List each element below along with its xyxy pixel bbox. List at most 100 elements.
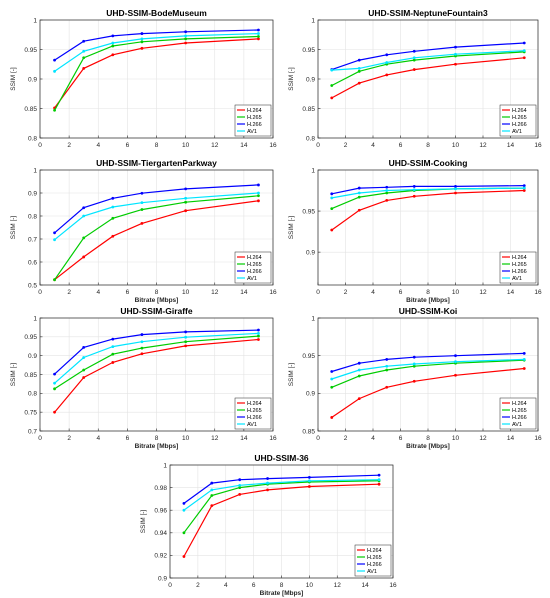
data-point — [522, 56, 526, 60]
y-tick-label: 1 — [33, 315, 37, 322]
data-point — [412, 49, 416, 53]
y-tick-label: 1 — [311, 315, 315, 322]
legend-label: AV1 — [512, 422, 522, 428]
data-point — [53, 69, 56, 73]
data-point — [140, 352, 144, 356]
series-line-h.264 — [331, 189, 525, 231]
y-tick-label: 0.5 — [28, 282, 37, 289]
series-line-av1 — [54, 33, 259, 72]
x-tick-label: 16 — [534, 435, 542, 442]
data-point — [330, 377, 334, 381]
data-point — [257, 37, 260, 41]
x-tick-label: 2 — [344, 142, 348, 149]
data-point — [82, 345, 86, 349]
y-axis-label: SSIM [-] — [10, 216, 17, 240]
data-point — [184, 37, 188, 41]
x-tick-label: 8 — [155, 435, 159, 442]
data-point — [111, 352, 115, 356]
x-tick-label: 2 — [196, 582, 200, 589]
data-point — [454, 354, 457, 358]
data-point — [412, 362, 416, 366]
legend-label: H.266 — [247, 122, 262, 128]
x-tick-label: 10 — [306, 582, 314, 589]
series-line-av1 — [331, 187, 525, 199]
legend-label: H.264 — [512, 108, 527, 114]
data-point — [385, 358, 389, 361]
data-point — [184, 344, 188, 348]
data-point — [210, 481, 214, 485]
y-axis-label: SSIM [-] — [10, 67, 17, 91]
x-tick-label: 12 — [211, 289, 219, 296]
x-tick-label: 2 — [67, 289, 71, 296]
x-tick-label: 16 — [269, 435, 277, 442]
data-point — [257, 334, 260, 338]
y-axis-label: SSIM [-] — [288, 363, 295, 387]
data-point — [111, 234, 115, 238]
data-point — [412, 188, 416, 192]
legend-label: H.266 — [247, 415, 262, 421]
data-point — [330, 84, 334, 87]
data-point — [454, 45, 457, 49]
data-point — [184, 187, 188, 191]
y-tick-label: 0.9 — [306, 76, 315, 83]
series-line-h.266 — [54, 184, 259, 234]
x-tick-label: 6 — [399, 142, 403, 149]
legend-label: H.265 — [247, 408, 262, 414]
legend-label: H.266 — [512, 269, 527, 275]
x-tick-label: 6 — [126, 142, 130, 149]
data-point — [210, 504, 214, 508]
y-tick-label: 0.9 — [306, 249, 315, 256]
data-point — [53, 108, 56, 112]
x-axis-label: Bitrate [Mbps] — [135, 297, 179, 304]
data-point — [385, 73, 389, 77]
data-point — [522, 189, 526, 192]
legend-label: H.266 — [512, 122, 527, 128]
data-point — [412, 58, 416, 62]
data-point — [182, 502, 186, 505]
series-line-av1 — [54, 192, 259, 241]
series-line-h.265 — [331, 51, 525, 87]
x-tick-label: 14 — [240, 289, 248, 296]
x-tick-label: 16 — [269, 289, 277, 296]
legend-label: H.264 — [512, 255, 527, 261]
data-point — [82, 66, 86, 70]
data-point — [385, 368, 389, 372]
data-point — [330, 416, 334, 419]
data-point — [257, 35, 260, 38]
chart-title: UHD-SSIM-TiergartenParkway — [96, 158, 217, 168]
legend-label: H.266 — [247, 269, 262, 275]
legend-label: AV1 — [247, 276, 257, 282]
y-tick-label: 0.8 — [28, 213, 37, 220]
data-point — [53, 231, 56, 235]
x-tick-label: 4 — [96, 142, 100, 149]
y-tick-label: 0.7 — [28, 236, 37, 243]
x-tick-label: 8 — [426, 435, 430, 442]
y-tick-label: 0.94 — [154, 530, 167, 537]
x-tick-label: 0 — [316, 289, 320, 296]
axes-frame — [317, 169, 539, 286]
x-tick-label: 10 — [452, 142, 460, 149]
data-point — [53, 381, 56, 385]
data-point — [454, 187, 457, 191]
data-point — [238, 492, 242, 496]
data-point — [454, 185, 457, 188]
y-tick-label: 0.85 — [24, 106, 37, 113]
data-point — [140, 333, 144, 336]
series-line-h.266 — [54, 29, 259, 61]
data-point — [111, 53, 115, 57]
legend-label: H.265 — [367, 555, 382, 561]
data-point — [330, 228, 334, 232]
data-point — [111, 216, 115, 220]
data-point — [522, 352, 526, 355]
data-point — [140, 32, 144, 35]
data-point — [53, 238, 56, 242]
legend-label: H.264 — [512, 401, 527, 407]
x-tick-label: 6 — [126, 435, 130, 442]
y-tick-label: 1 — [33, 17, 37, 24]
data-point — [111, 205, 115, 209]
data-point — [82, 255, 86, 259]
x-tick-label: 12 — [479, 435, 487, 442]
legend-label: AV1 — [247, 422, 257, 428]
y-tick-label: 0.95 — [24, 334, 37, 341]
series-line-h.265 — [54, 35, 259, 111]
